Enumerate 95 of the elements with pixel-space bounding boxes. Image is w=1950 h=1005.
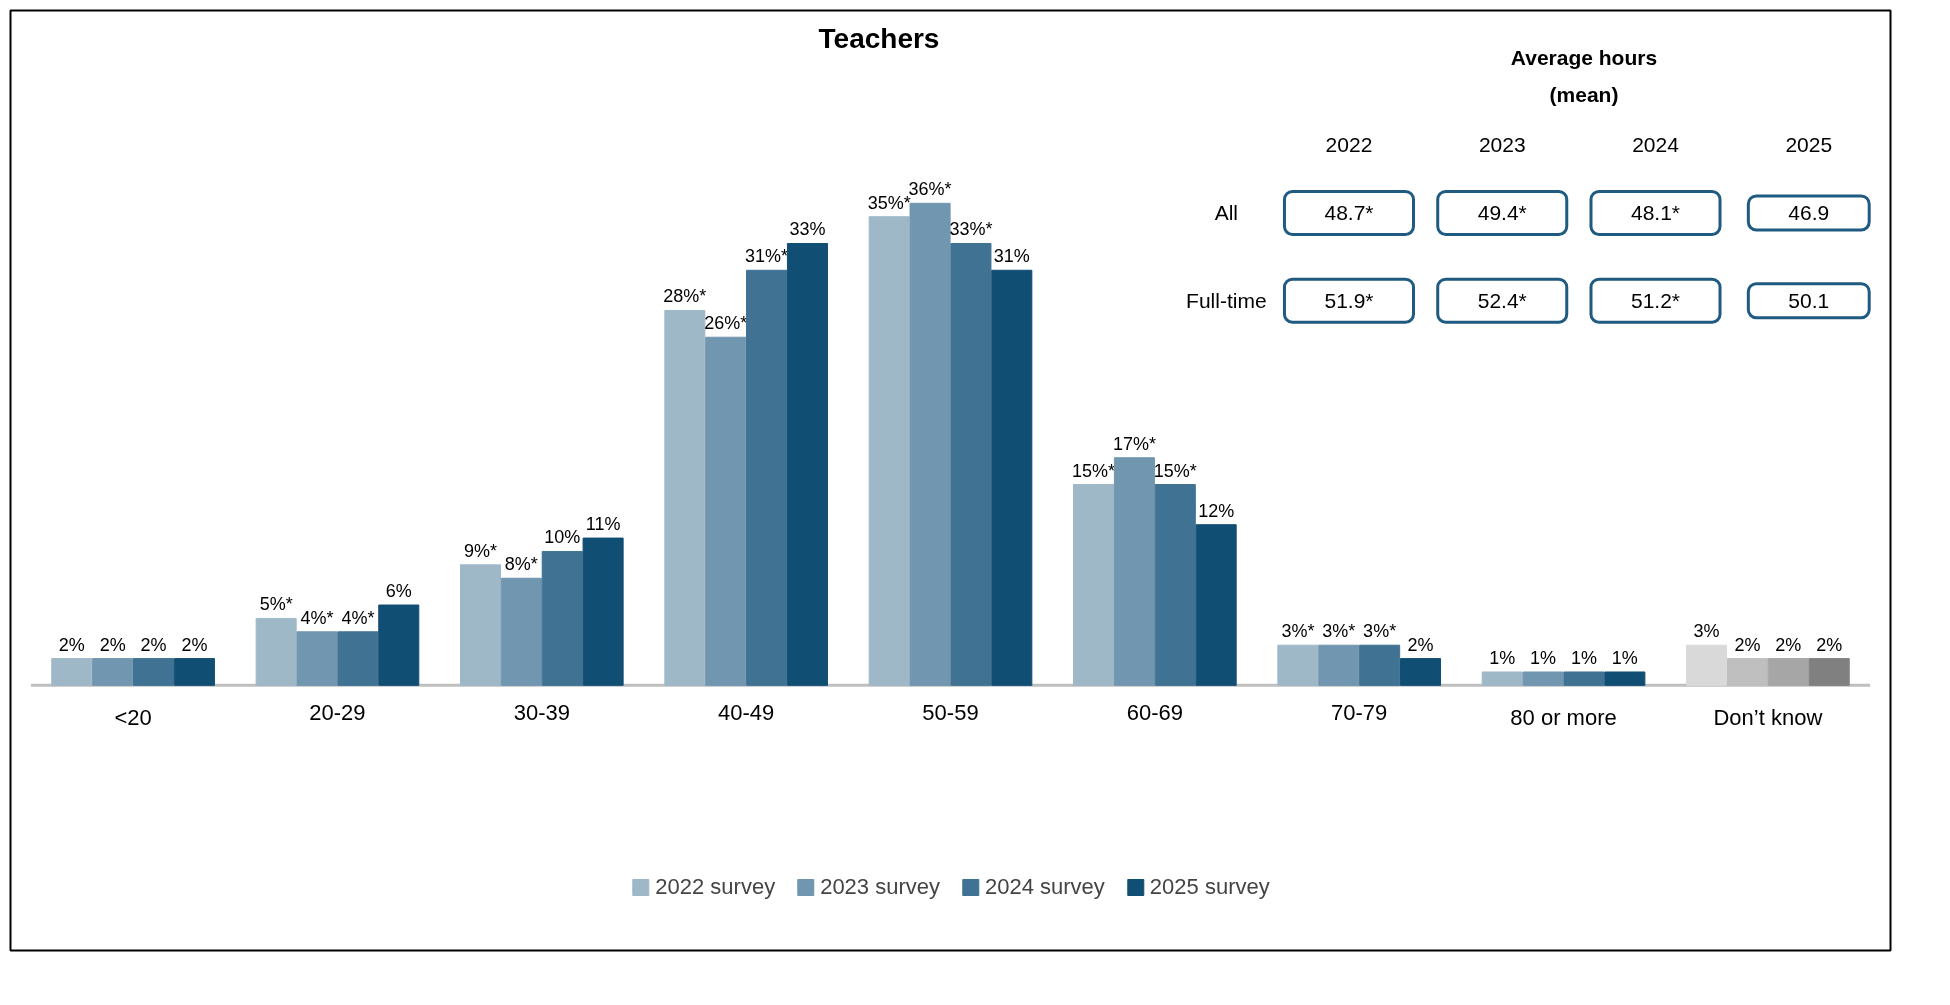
text: 2022: [1325, 133, 1373, 157]
data-label: 15%*: [1072, 460, 1116, 481]
legend-label: 2022 survey: [655, 874, 776, 900]
bar: [1686, 644, 1728, 686]
legend-label: 2023 survey: [820, 874, 940, 900]
data-label: 5%*: [259, 594, 293, 615]
data-label: 2%: [58, 634, 85, 655]
bar: [1318, 644, 1360, 686]
bar: [255, 617, 297, 686]
bar: [1808, 658, 1850, 686]
bar: [1154, 484, 1196, 686]
data-label: 2%: [1407, 634, 1434, 655]
data-label: 10%: [544, 527, 581, 548]
annotation: 48.7*: [1324, 201, 1374, 225]
bar: [133, 658, 175, 686]
annotation: 52.4*: [1477, 289, 1527, 313]
bar: [991, 269, 1033, 686]
annotation: 50.1: [1788, 288, 1830, 312]
bar: [746, 269, 788, 686]
legend-label: 2024 survey: [985, 874, 1105, 900]
bar: [173, 658, 215, 686]
bar: [705, 336, 747, 686]
chart-title: Teachers: [818, 22, 940, 54]
bar: [664, 309, 706, 686]
data-label: 4%*: [300, 607, 334, 628]
data-label: 1%: [1530, 647, 1557, 668]
data-label: 1%: [1570, 647, 1597, 668]
data-label: 31%: [993, 246, 1030, 267]
bar: [1522, 671, 1564, 686]
bar: [582, 537, 624, 686]
data-label: 1%: [1611, 647, 1638, 668]
bar: [459, 564, 502, 686]
x-tick-label: 30-39: [513, 700, 570, 726]
bar: [868, 216, 910, 686]
data-label: 8%*: [504, 554, 538, 575]
data-label: 17%*: [1112, 433, 1156, 454]
data-label: 3%*: [1281, 621, 1315, 642]
bar: [1481, 671, 1523, 686]
data-label: 2%: [1775, 634, 1802, 655]
annotation: 51.9*: [1324, 289, 1374, 313]
annotation: 49.4*: [1477, 201, 1527, 225]
data-label: 12%: [1198, 500, 1235, 521]
bar: [1195, 524, 1237, 686]
annotation: 51.2*: [1630, 289, 1681, 313]
bar: [1073, 484, 1115, 686]
bar: [1399, 658, 1442, 686]
bar: [500, 577, 542, 686]
bar: [1277, 644, 1319, 686]
annotation: Full-time: [1186, 289, 1267, 313]
bar: [786, 242, 828, 686]
data-label: 2%: [1816, 634, 1843, 655]
text: 2024: [1632, 133, 1680, 157]
data-label: 2%: [181, 634, 208, 655]
data-label: 15%*: [1153, 460, 1197, 481]
data-label: 33%*: [949, 219, 993, 240]
data-label: 2%: [1734, 634, 1761, 655]
data-label: 9%*: [463, 540, 498, 561]
annotation: All: [1214, 201, 1239, 225]
bar: [92, 658, 134, 686]
bar: [541, 550, 583, 686]
data-label: 3%*: [1322, 621, 1356, 642]
bar: [950, 242, 992, 686]
data-label: 28%*: [663, 286, 707, 307]
bar: [296, 631, 338, 686]
x-tick-label: 40-49: [718, 700, 775, 726]
legend-label: 2025 survey: [1149, 874, 1270, 900]
data-label: 4%*: [341, 607, 375, 628]
data-label: 11%: [585, 514, 621, 535]
annotation: 46.9: [1788, 200, 1830, 224]
bar: [1604, 671, 1646, 686]
bar: [378, 604, 420, 686]
data-label: 2%: [99, 634, 126, 655]
x-tick-label: 80 or more: [1510, 705, 1617, 731]
bar: [1113, 457, 1155, 686]
x-tick-label: 50-59: [922, 700, 979, 726]
x-tick-label: 60-69: [1126, 700, 1183, 726]
text: Average hours (mean): [1510, 46, 1658, 107]
x-tick-label: 20-29: [309, 700, 366, 726]
annotation: 48.1*: [1630, 201, 1681, 225]
x-tick-label: <20: [114, 705, 152, 731]
bar: [1767, 658, 1809, 686]
text: 2023: [1478, 133, 1526, 157]
bar: [51, 658, 93, 686]
data-label: 33%: [789, 219, 826, 240]
data-label: 3%: [1693, 621, 1720, 642]
bar: [337, 631, 379, 686]
text: 2025: [1785, 133, 1833, 157]
data-label: 2%: [140, 634, 167, 655]
data-label: 3%*: [1363, 621, 1397, 642]
bar: [1359, 644, 1401, 686]
data-label: 1%: [1489, 647, 1516, 668]
x-tick-label: Don’t know: [1713, 705, 1823, 731]
data-label: 6%: [385, 581, 412, 602]
bar: [1563, 671, 1605, 686]
x-tick-label: 70-79: [1331, 700, 1388, 726]
